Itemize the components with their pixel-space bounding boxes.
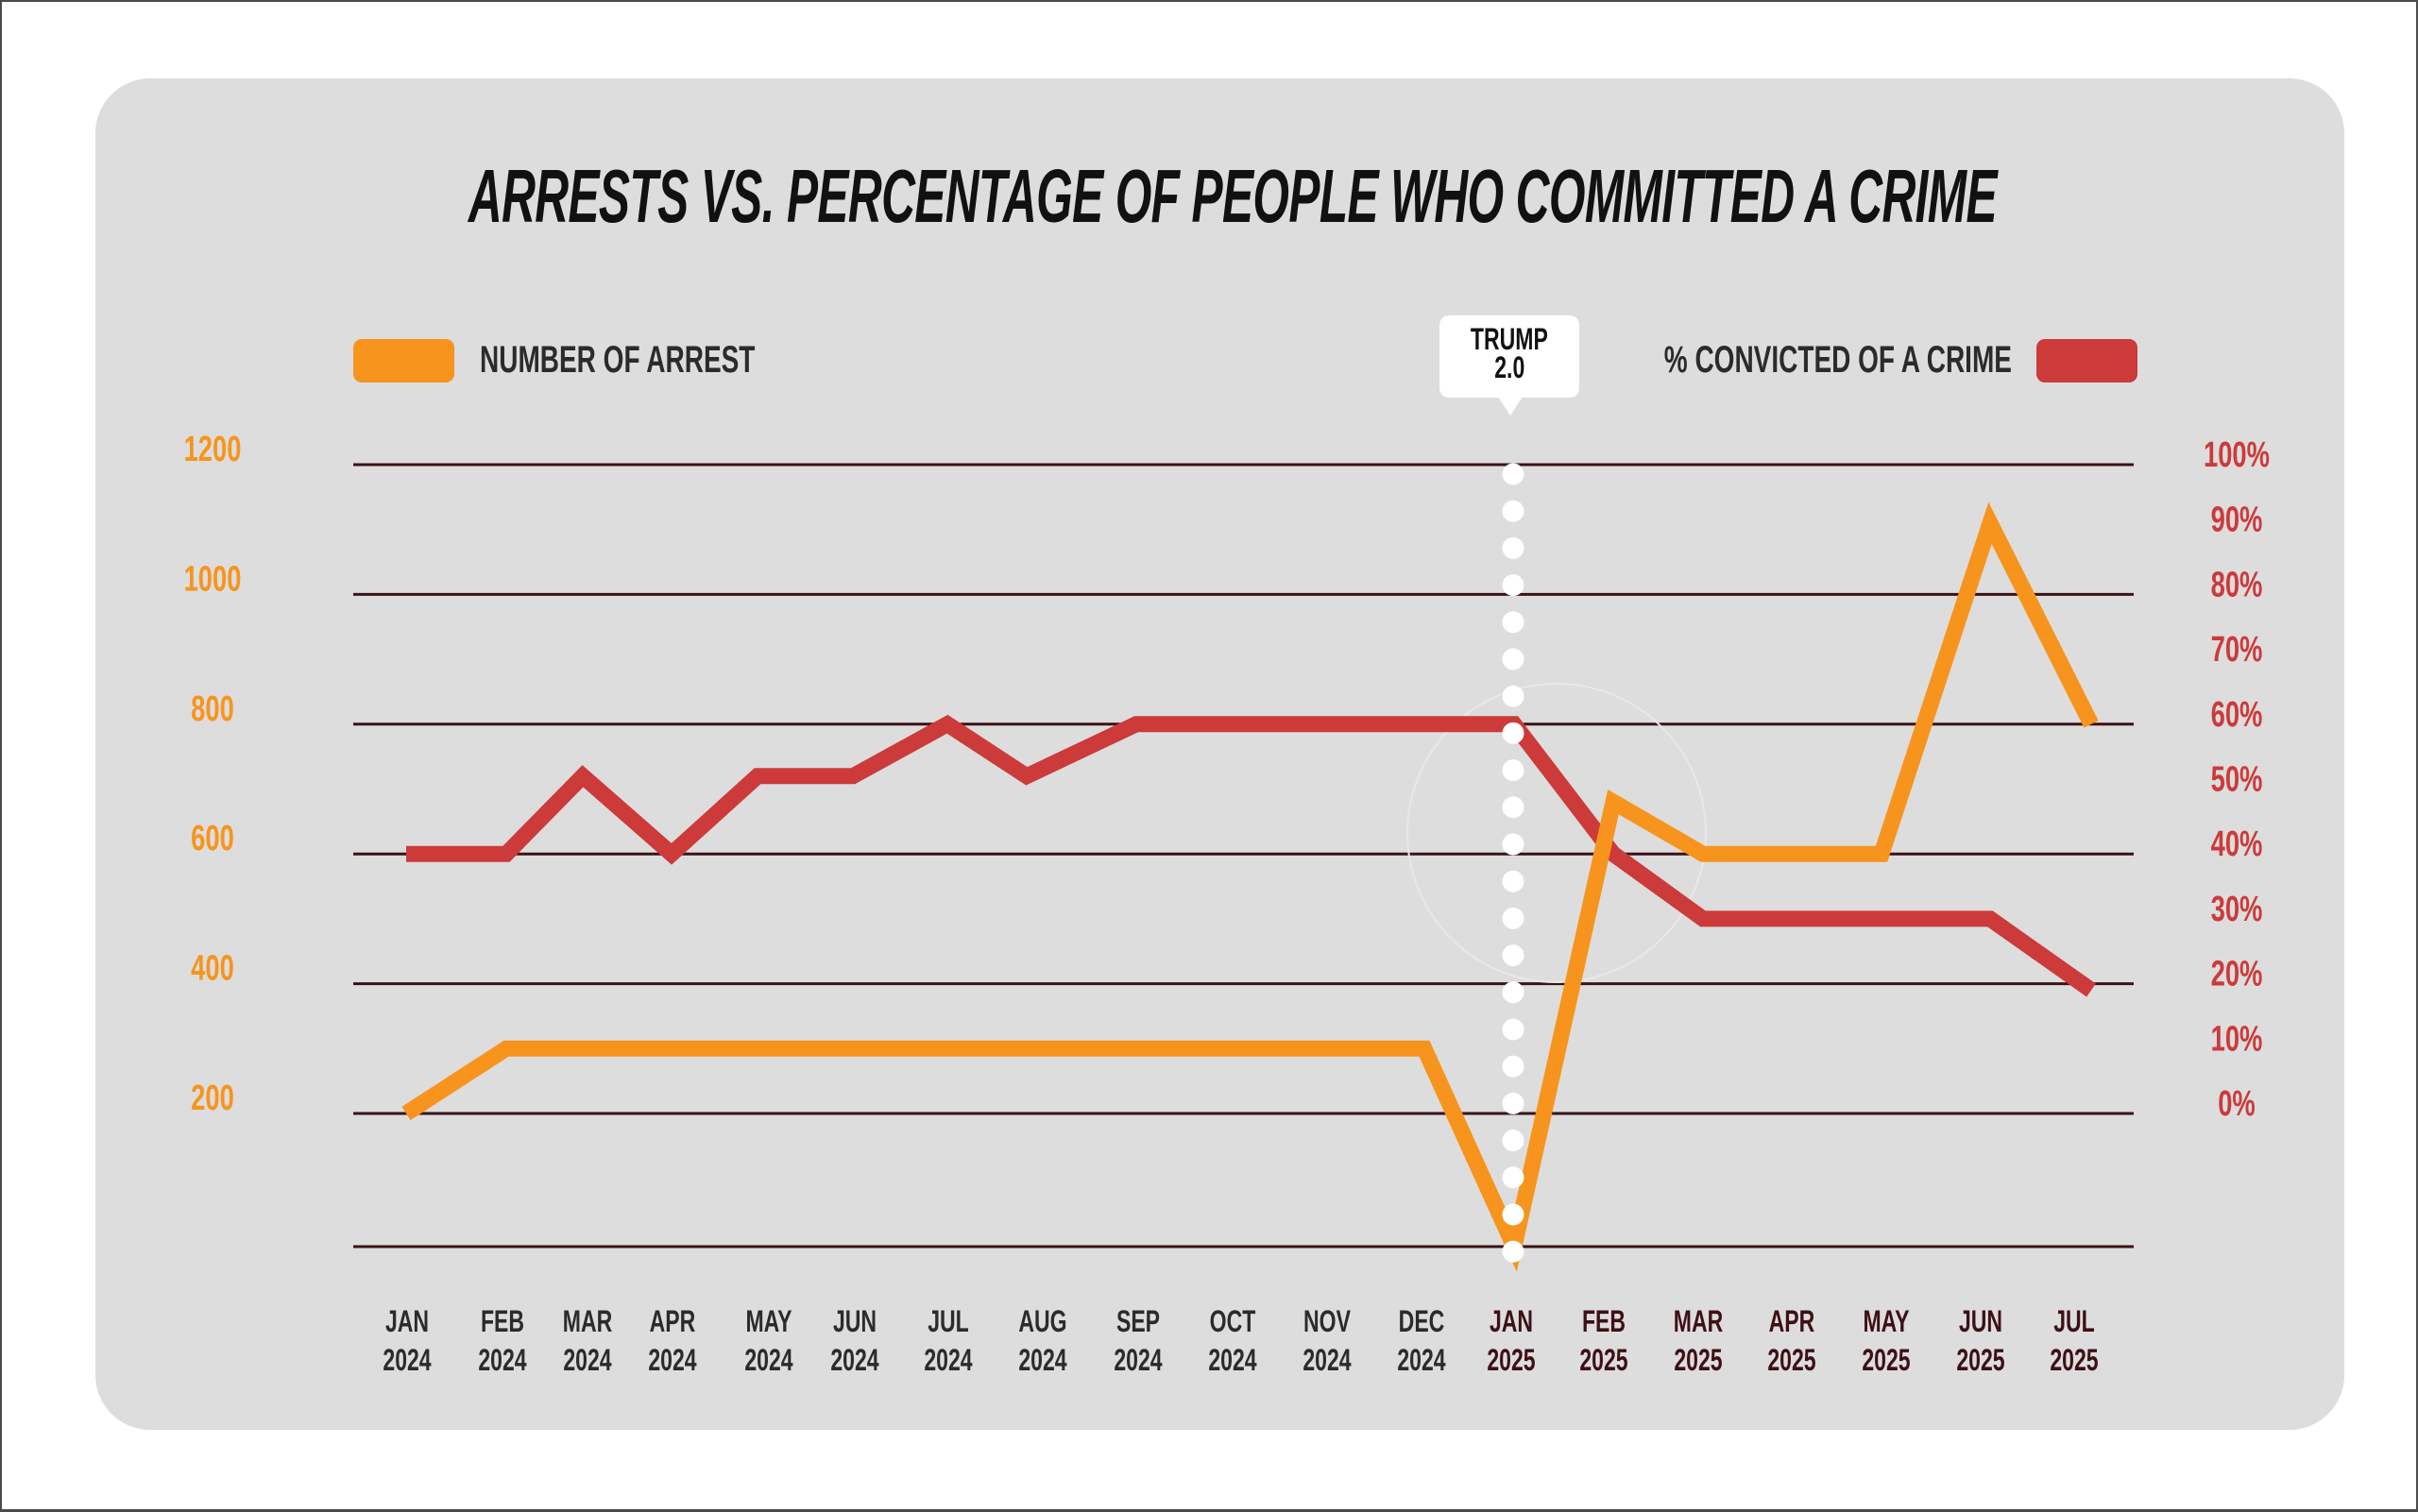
x-axis-month-label: MAR bbox=[563, 1304, 612, 1338]
x-axis-year-label: 2025 bbox=[1956, 1343, 2004, 1377]
x-axis-year-label: 2025 bbox=[1674, 1343, 1722, 1377]
annotation-dot bbox=[1503, 871, 1524, 892]
annotation-dot bbox=[1503, 1056, 1524, 1078]
x-axis-month-label: MAY bbox=[745, 1304, 792, 1338]
annotation-dot bbox=[1503, 1166, 1524, 1188]
x-axis-year-label: 2024 bbox=[830, 1343, 879, 1377]
x-axis-year-label: 2024 bbox=[1114, 1343, 1163, 1377]
left-axis-tick-label: 1000 bbox=[184, 559, 242, 599]
x-axis-month-label: MAR bbox=[1674, 1304, 1723, 1338]
x-axis-month-label: JUL bbox=[2053, 1304, 2095, 1338]
annotation-dot bbox=[1503, 537, 1524, 559]
x-axis-year-label: 2025 bbox=[1767, 1343, 1815, 1377]
annotation-dot bbox=[1503, 649, 1524, 671]
x-axis-month-label: FEB bbox=[481, 1304, 524, 1338]
x-axis-month-label: MAY bbox=[1863, 1304, 1909, 1338]
x-axis-year-label: 2025 bbox=[1579, 1343, 1627, 1377]
right-axis-tick-label: 100% bbox=[2204, 435, 2270, 475]
x-axis-month-label: AUG bbox=[1018, 1304, 1066, 1338]
annotation-dot bbox=[1503, 981, 1524, 1003]
x-axis-year-label: 2025 bbox=[1487, 1343, 1535, 1377]
right-axis-tick-label: 0% bbox=[2218, 1084, 2256, 1124]
annotation-dot bbox=[1503, 796, 1524, 818]
annotation-dot bbox=[1503, 908, 1524, 929]
right-axis-tick-label: 20% bbox=[2211, 954, 2263, 994]
x-axis-month-label: FEB bbox=[1582, 1304, 1626, 1338]
x-axis-year-label: 2025 bbox=[2050, 1343, 2098, 1377]
x-axis-month-label: JAN bbox=[385, 1304, 429, 1338]
annotation-dot bbox=[1503, 501, 1524, 522]
right-axis: 100% 90% 80% 70% 60% 50% 40% 30% 20% 10% 0% bbox=[2204, 435, 2270, 1124]
x-axis-month-label: JAN bbox=[1490, 1304, 1533, 1338]
x-axis-month-label: NOV bbox=[1303, 1304, 1351, 1338]
series-line-arrests bbox=[406, 523, 2091, 1247]
annotation-dotted-line bbox=[1503, 464, 1524, 1263]
left-axis: 1200 1000 800 600 400 200 bbox=[184, 430, 242, 1118]
series-lines bbox=[406, 523, 2091, 1247]
right-axis-tick-label: 30% bbox=[2211, 890, 2263, 929]
x-axis-year-label: 2024 bbox=[648, 1343, 697, 1377]
left-axis-tick-label: 800 bbox=[191, 689, 234, 729]
x-axis-year-label: 2024 bbox=[478, 1343, 527, 1377]
annotation-dot bbox=[1503, 944, 1524, 966]
x-axis-month-label: APR bbox=[1769, 1304, 1815, 1338]
x-axis-year-label: 2024 bbox=[1018, 1343, 1067, 1377]
annotation-dot bbox=[1503, 1204, 1524, 1226]
left-axis-tick-label: 600 bbox=[191, 819, 234, 858]
annotation-dot bbox=[1503, 574, 1524, 596]
annotation-dot bbox=[1503, 759, 1524, 781]
x-axis-month-label: SEP bbox=[1116, 1304, 1160, 1338]
x-axis-year-label: 2025 bbox=[1862, 1343, 1910, 1377]
annotation-dot bbox=[1503, 1093, 1524, 1114]
annotation-dot bbox=[1503, 686, 1524, 707]
x-axis-month-label: JUN bbox=[1959, 1304, 2002, 1338]
annotation-dot bbox=[1503, 834, 1524, 856]
x-axis-year-label: 2024 bbox=[383, 1343, 432, 1377]
annotation-dot bbox=[1503, 1241, 1524, 1263]
left-axis-tick-label: 400 bbox=[191, 948, 234, 988]
left-axis-tick-label: 1200 bbox=[184, 430, 242, 469]
right-axis-tick-label: 50% bbox=[2211, 759, 2263, 799]
annotation-dot bbox=[1503, 611, 1524, 633]
right-axis-tick-label: 10% bbox=[2211, 1019, 2263, 1059]
x-axis-year-label: 2024 bbox=[744, 1343, 793, 1377]
right-axis-tick-label: 90% bbox=[2211, 500, 2263, 539]
annotation-dot bbox=[1503, 464, 1524, 485]
right-axis-tick-label: 80% bbox=[2211, 565, 2263, 604]
x-axis-year-label: 2024 bbox=[924, 1343, 973, 1377]
x-axis-month-label: JUN bbox=[833, 1304, 877, 1338]
x-axis-month-label: DEC bbox=[1399, 1304, 1445, 1338]
x-axis-year-label: 2024 bbox=[1397, 1343, 1446, 1377]
x-axis-year-label: 2024 bbox=[563, 1343, 612, 1377]
x-axis-year-label: 2024 bbox=[1208, 1343, 1257, 1377]
x-axis-month-label: JUL bbox=[928, 1304, 969, 1338]
right-axis-tick-label: 70% bbox=[2211, 630, 2263, 670]
right-axis-tick-label: 60% bbox=[2211, 695, 2263, 735]
annotation-dot bbox=[1503, 1019, 1524, 1041]
annotation-dot bbox=[1503, 722, 1524, 744]
x-axis-year-label: 2024 bbox=[1303, 1343, 1352, 1377]
right-axis-tick-label: 40% bbox=[2211, 824, 2263, 864]
x-axis-month-label: OCT bbox=[1210, 1304, 1256, 1338]
x-axis-month-label: APR bbox=[650, 1304, 696, 1338]
annotation-dot bbox=[1503, 1130, 1524, 1151]
x-axis: JAN 2024 FEB 2024 MAR 2024 APR 2024 MAY 2024 JUN 20… bbox=[383, 1304, 2098, 1377]
left-axis-tick-label: 200 bbox=[191, 1079, 234, 1118]
